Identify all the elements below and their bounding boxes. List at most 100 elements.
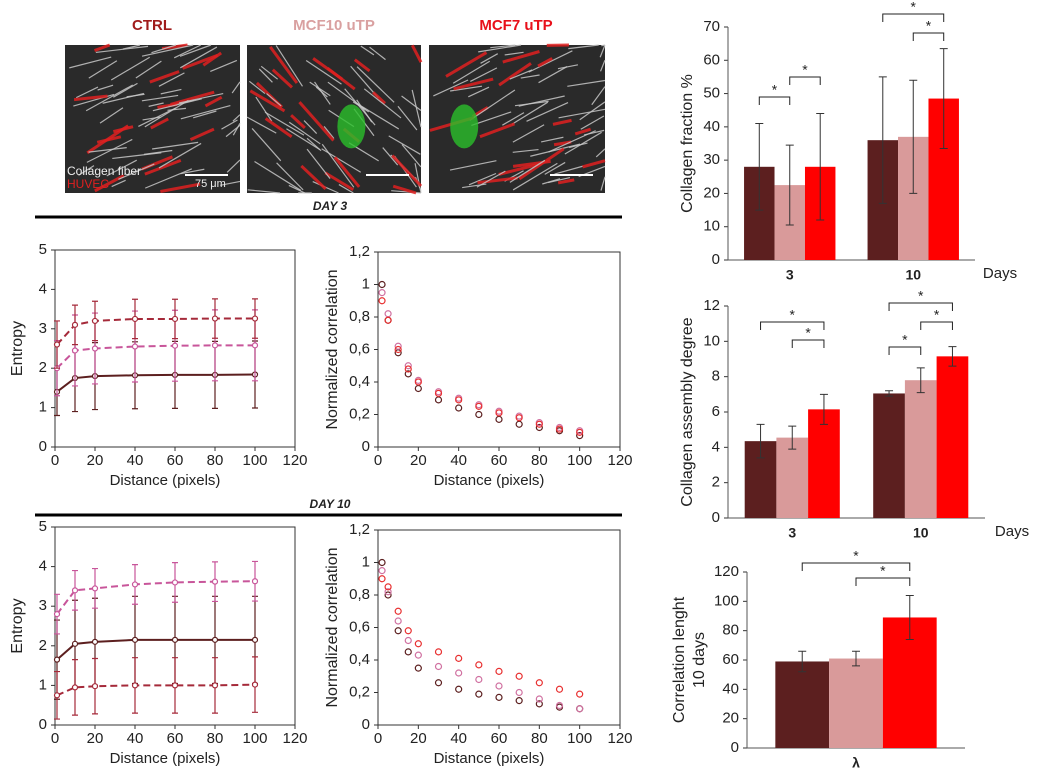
y-tick-label: 4 (39, 280, 47, 297)
fiber (148, 102, 164, 107)
fiber (112, 125, 134, 134)
x-tick-label: 40 (450, 452, 467, 469)
point (394, 342, 402, 350)
section-label: DAY 3 (313, 199, 348, 213)
y-tick-label: 0,8 (349, 308, 370, 325)
point (434, 389, 443, 397)
point (535, 695, 543, 703)
fiber (135, 60, 162, 79)
point (171, 636, 179, 643)
fiber (452, 60, 491, 84)
significance-label: * (926, 18, 932, 34)
y-axis-label: Correlation lenght (671, 596, 688, 723)
significance-label: * (934, 307, 940, 323)
y-tick-label: 0 (362, 716, 370, 733)
bar (904, 380, 937, 518)
x-tick-label: 10 (905, 267, 921, 283)
point (404, 365, 412, 373)
y-tick-label: 10 (703, 332, 720, 349)
fiber (557, 64, 579, 70)
fiber (144, 168, 193, 189)
y-tick-label: 4 (39, 558, 47, 575)
x-tick-label: 20 (87, 730, 104, 747)
fiber (323, 125, 335, 139)
fiber (160, 182, 201, 193)
fiber (567, 79, 606, 87)
point (414, 640, 422, 648)
x-tick-label: 100 (567, 452, 592, 469)
significance-bracket (920, 321, 953, 330)
fiber (509, 69, 533, 80)
fiber (204, 95, 223, 108)
significance-bracket (789, 76, 821, 85)
x-axis-label: Distance (pixels) (110, 472, 221, 489)
fiber (275, 45, 303, 87)
fiber (579, 101, 606, 121)
fiber (568, 142, 588, 149)
point (515, 697, 523, 705)
x-tick-label: 100 (567, 730, 592, 747)
fiber (180, 105, 231, 120)
fiber (88, 60, 118, 79)
scale-label: 75 μm (195, 178, 226, 190)
fiber (558, 108, 606, 119)
fiber (568, 44, 599, 50)
point (455, 685, 463, 693)
y-tick-label: 1 (362, 553, 370, 570)
fiber (144, 99, 189, 128)
x-tick-label: 60 (491, 730, 508, 747)
y-tick-label: 2 (39, 359, 47, 376)
x-axis-label: Distance (pixels) (434, 472, 545, 489)
fiber (450, 85, 483, 92)
y-tick-label: 0 (712, 509, 720, 526)
fiber (538, 66, 568, 84)
line (56, 683, 256, 697)
fiber (401, 95, 422, 111)
significance-label: * (802, 62, 808, 78)
plot-frame (377, 529, 621, 726)
fiber (306, 148, 331, 179)
fiber (344, 88, 376, 126)
point (414, 664, 422, 672)
point (171, 682, 179, 689)
point (71, 640, 79, 647)
x-tick-label: 80 (207, 452, 224, 469)
point (53, 692, 61, 699)
fiber (189, 127, 215, 141)
y-tick-label: 2 (712, 474, 720, 491)
fiber (540, 136, 564, 143)
significance-bracket (760, 321, 825, 330)
line (56, 373, 256, 393)
fiber (88, 147, 127, 153)
point (171, 342, 179, 349)
fiber (150, 117, 169, 130)
point (495, 682, 503, 690)
point (576, 432, 584, 440)
fiber (248, 80, 266, 95)
fiber (158, 142, 202, 169)
point (384, 588, 392, 596)
fiber (574, 127, 592, 136)
point (131, 343, 139, 350)
y-tick-label: 1,2 (349, 243, 370, 260)
fiber (288, 121, 321, 145)
x-tick-label: 3 (788, 525, 796, 541)
y-axis-label: Collagen fraction % (679, 74, 696, 213)
point (378, 558, 386, 567)
y-tick-label: 5 (39, 241, 47, 258)
fiber (477, 176, 518, 185)
y-tick-label: 8 (712, 368, 720, 385)
section-label: DAY 10 (310, 497, 351, 511)
fiber (401, 144, 422, 168)
y-axis-label: Entropy (9, 598, 26, 653)
x-tick-label: 80 (207, 730, 224, 747)
fiber (210, 59, 238, 72)
fiber (480, 53, 499, 64)
significance-bracket (791, 339, 825, 348)
fiber (382, 147, 399, 166)
y-tick-label: 0 (362, 438, 370, 455)
fiber (179, 44, 212, 57)
fiber (498, 62, 532, 87)
bar (808, 409, 840, 518)
